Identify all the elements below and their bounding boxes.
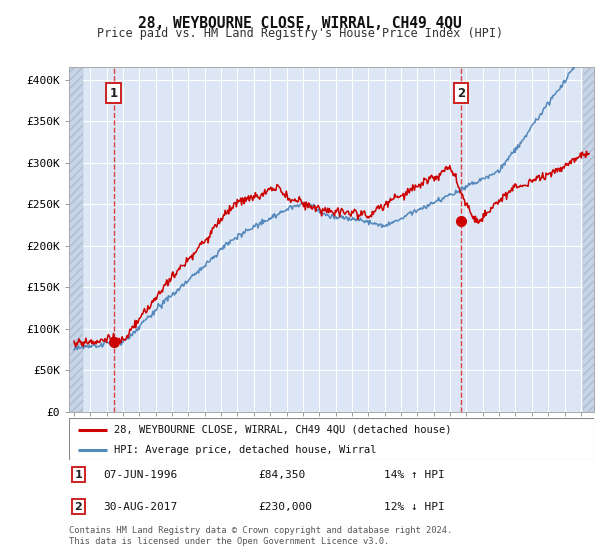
Text: 12% ↓ HPI: 12% ↓ HPI: [384, 502, 445, 512]
Text: 07-JUN-1996: 07-JUN-1996: [103, 470, 178, 480]
Text: 14% ↑ HPI: 14% ↑ HPI: [384, 470, 445, 480]
Text: £230,000: £230,000: [258, 502, 312, 512]
Text: Price paid vs. HM Land Registry's House Price Index (HPI): Price paid vs. HM Land Registry's House …: [97, 27, 503, 40]
Bar: [583, 67, 594, 412]
Text: £84,350: £84,350: [258, 470, 305, 480]
Text: 2: 2: [457, 87, 465, 100]
Text: 2: 2: [74, 502, 82, 512]
Text: 30-AUG-2017: 30-AUG-2017: [103, 502, 178, 512]
Text: Contains HM Land Registry data © Crown copyright and database right 2024.
This d: Contains HM Land Registry data © Crown c…: [69, 526, 452, 546]
Text: 28, WEYBOURNE CLOSE, WIRRAL, CH49 4QU: 28, WEYBOURNE CLOSE, WIRRAL, CH49 4QU: [138, 16, 462, 31]
Text: 1: 1: [74, 470, 82, 480]
Text: 1: 1: [110, 87, 118, 100]
Bar: [69, 67, 83, 412]
Text: HPI: Average price, detached house, Wirral: HPI: Average price, detached house, Wirr…: [113, 445, 376, 455]
Text: 28, WEYBOURNE CLOSE, WIRRAL, CH49 4QU (detached house): 28, WEYBOURNE CLOSE, WIRRAL, CH49 4QU (d…: [113, 424, 451, 435]
